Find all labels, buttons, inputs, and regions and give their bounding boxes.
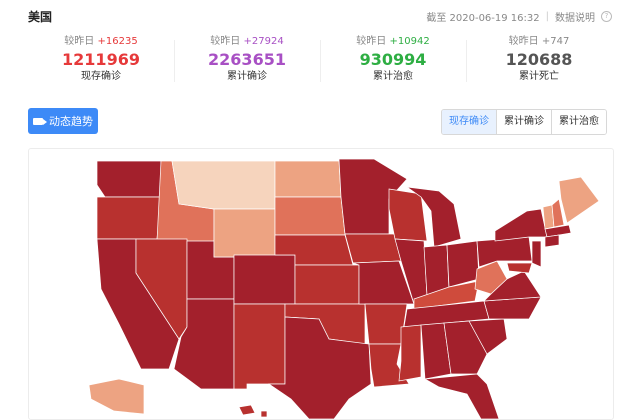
meta-divider: | xyxy=(545,11,549,22)
state-new-hampshire[interactable] xyxy=(551,198,565,228)
state-kentucky[interactable] xyxy=(413,280,480,310)
map-metric-tabs: 现存确诊 累计确诊 累计治愈 xyxy=(441,109,607,135)
video-camera-icon xyxy=(33,117,47,125)
trend-button-label: 动态趋势 xyxy=(49,115,93,128)
state-washington[interactable] xyxy=(96,160,162,198)
as-of-time: 截至 2020-06-19 16:32 xyxy=(426,13,540,24)
state-alaska[interactable] xyxy=(88,378,145,415)
stat-delta: 较昨日 +10942 xyxy=(356,36,430,47)
state-south-carolina[interactable] xyxy=(468,318,508,355)
stats-row: 较昨日 +16235 1211969 现存确诊 较昨日 +27924 22636… xyxy=(28,34,612,90)
trend-button[interactable]: 动态趋势 xyxy=(28,108,98,134)
state-connecticut[interactable] xyxy=(544,234,560,248)
state-pennsylvania[interactable] xyxy=(476,236,533,268)
stat-value: 2263651 xyxy=(208,50,286,69)
tab-total-recovered[interactable]: 累计治愈 xyxy=(551,110,606,134)
map-panel xyxy=(28,148,614,420)
stat-value: 1211969 xyxy=(62,50,140,69)
stat-value: 120688 xyxy=(505,50,573,69)
state-maine[interactable] xyxy=(558,176,600,224)
state-colorado[interactable] xyxy=(233,254,296,305)
state-montana[interactable] xyxy=(171,160,276,210)
help-icon[interactable]: ? xyxy=(601,11,612,22)
stat-delta: 较昨日 +747 xyxy=(508,36,570,47)
state-michigan[interactable] xyxy=(406,186,462,248)
stat-delta-value: +27924 xyxy=(243,36,284,47)
state-hawaii[interactable] xyxy=(238,404,256,416)
state-georgia[interactable] xyxy=(443,320,488,375)
state-new-mexico[interactable] xyxy=(233,303,286,390)
state-minnesota[interactable] xyxy=(338,158,408,235)
stat-current-confirmed: 较昨日 +16235 1211969 现存确诊 xyxy=(28,34,174,90)
state-massachusetts[interactable] xyxy=(544,224,572,238)
state-south-dakota[interactable] xyxy=(274,196,346,236)
state-new-york[interactable] xyxy=(494,208,548,242)
state-virginia[interactable] xyxy=(483,270,542,302)
us-map xyxy=(88,158,600,419)
stat-delta-value: +10942 xyxy=(389,36,430,47)
state-hawaii-island[interactable] xyxy=(260,410,268,418)
state-north-dakota[interactable] xyxy=(274,160,342,198)
stat-delta-value: +16235 xyxy=(97,36,138,47)
stat-delta: 较昨日 +16235 xyxy=(64,36,138,47)
page-title: 美国 xyxy=(28,10,53,24)
stat-total-deaths: 较昨日 +747 120688 累计死亡 xyxy=(466,34,612,90)
state-new-jersey[interactable] xyxy=(531,240,542,268)
state-indiana[interactable] xyxy=(423,244,450,296)
state-florida[interactable] xyxy=(423,373,500,419)
stat-delta-value: +747 xyxy=(541,36,570,47)
stat-total-confirmed: 较昨日 +27924 2263651 累计确诊 xyxy=(174,34,320,90)
update-meta: 截至 2020-06-19 16:32 | 数据说明 ? xyxy=(426,9,612,24)
stat-label: 累计治愈 xyxy=(373,71,413,82)
state-mississippi[interactable] xyxy=(398,324,422,382)
stat-label: 累计确诊 xyxy=(227,71,267,82)
stat-delta: 较昨日 +27924 xyxy=(210,36,284,47)
stat-total-recovered: 较昨日 +10942 930994 累计治愈 xyxy=(320,34,466,90)
state-wyoming[interactable] xyxy=(213,208,276,258)
state-ohio[interactable] xyxy=(446,240,480,288)
data-explain-link[interactable]: 数据说明 xyxy=(555,13,595,24)
state-texas[interactable] xyxy=(267,316,372,419)
stat-value: 930994 xyxy=(359,50,427,69)
tab-total-confirmed[interactable]: 累计确诊 xyxy=(496,110,551,134)
state-iowa[interactable] xyxy=(344,233,402,264)
stat-label: 现存确诊 xyxy=(81,71,121,82)
state-kansas[interactable] xyxy=(294,264,360,305)
state-maryland[interactable] xyxy=(506,262,533,274)
stat-label: 累计死亡 xyxy=(519,71,559,82)
tab-current-confirmed[interactable]: 现存确诊 xyxy=(442,110,496,134)
state-oregon[interactable] xyxy=(96,196,162,240)
